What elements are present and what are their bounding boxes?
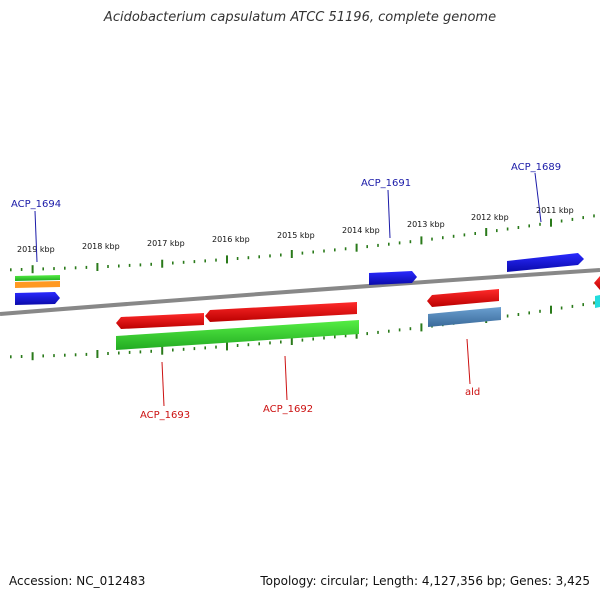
kbp-label: 2016 kbp bbox=[212, 235, 250, 244]
gene-acp1692-red[interactable] bbox=[205, 302, 357, 322]
gene-label-acp1692: ACP_1692 bbox=[263, 404, 313, 415]
gene-edge-cyan[interactable] bbox=[595, 295, 600, 308]
gene-edge-red[interactable] bbox=[594, 276, 600, 290]
gene-acp1692-green[interactable] bbox=[116, 320, 359, 350]
kbp-label: 2011 kbp bbox=[536, 206, 574, 215]
gene-label-acp1693: ACP_1693 bbox=[140, 410, 190, 421]
kbp-label: 2013 kbp bbox=[407, 220, 445, 229]
map-title: Acidobacterium capsulatum ATCC 51196, co… bbox=[103, 10, 497, 25]
genome-summary-text: Topology: circular; Length: 4,127,356 bp… bbox=[260, 574, 590, 588]
gene-label-acp1694: ACP_1694 bbox=[11, 199, 61, 210]
forward-strand-genes bbox=[15, 253, 600, 308]
kbp-label: 2015 kbp bbox=[277, 231, 315, 240]
gene-label-ald: ald bbox=[465, 387, 480, 398]
kbp-labels: 2019 kbp 2018 kbp 2017 kbp 2016 kbp 2015… bbox=[17, 206, 574, 254]
gene-acp1694-green[interactable] bbox=[15, 275, 60, 281]
gene-acp1694-orange[interactable] bbox=[15, 281, 60, 288]
gene-ald-steel[interactable] bbox=[428, 307, 501, 327]
reverse-strand-genes bbox=[116, 289, 501, 350]
gene-acp1689[interactable] bbox=[507, 253, 584, 272]
kbp-label: 2012 kbp bbox=[471, 213, 509, 222]
gene-acp1694-blue[interactable] bbox=[15, 292, 60, 305]
label-leaders bbox=[34, 172, 542, 407]
outer-scale-track bbox=[10, 214, 595, 274]
gene-acp1693-red[interactable] bbox=[116, 313, 204, 329]
gene-label-acp1689: ACP_1689 bbox=[511, 162, 561, 173]
inner-scale-track bbox=[10, 301, 595, 361]
gene-labels: ACP_1694 ACP_1691 ACP_1689 ACP_1693 ACP_… bbox=[11, 162, 561, 421]
kbp-label: 2014 kbp bbox=[342, 226, 380, 235]
kbp-label: 2018 kbp bbox=[82, 242, 120, 251]
kbp-label: 2019 kbp bbox=[17, 245, 55, 254]
gene-label-acp1691: ACP_1691 bbox=[361, 178, 411, 189]
accession-text: Accession: NC_012483 bbox=[9, 574, 146, 588]
gene-acp1691[interactable] bbox=[369, 271, 417, 285]
genome-backbone bbox=[0, 268, 600, 316]
gene-ald-red[interactable] bbox=[427, 289, 499, 307]
kbp-label: 2017 kbp bbox=[147, 239, 185, 248]
